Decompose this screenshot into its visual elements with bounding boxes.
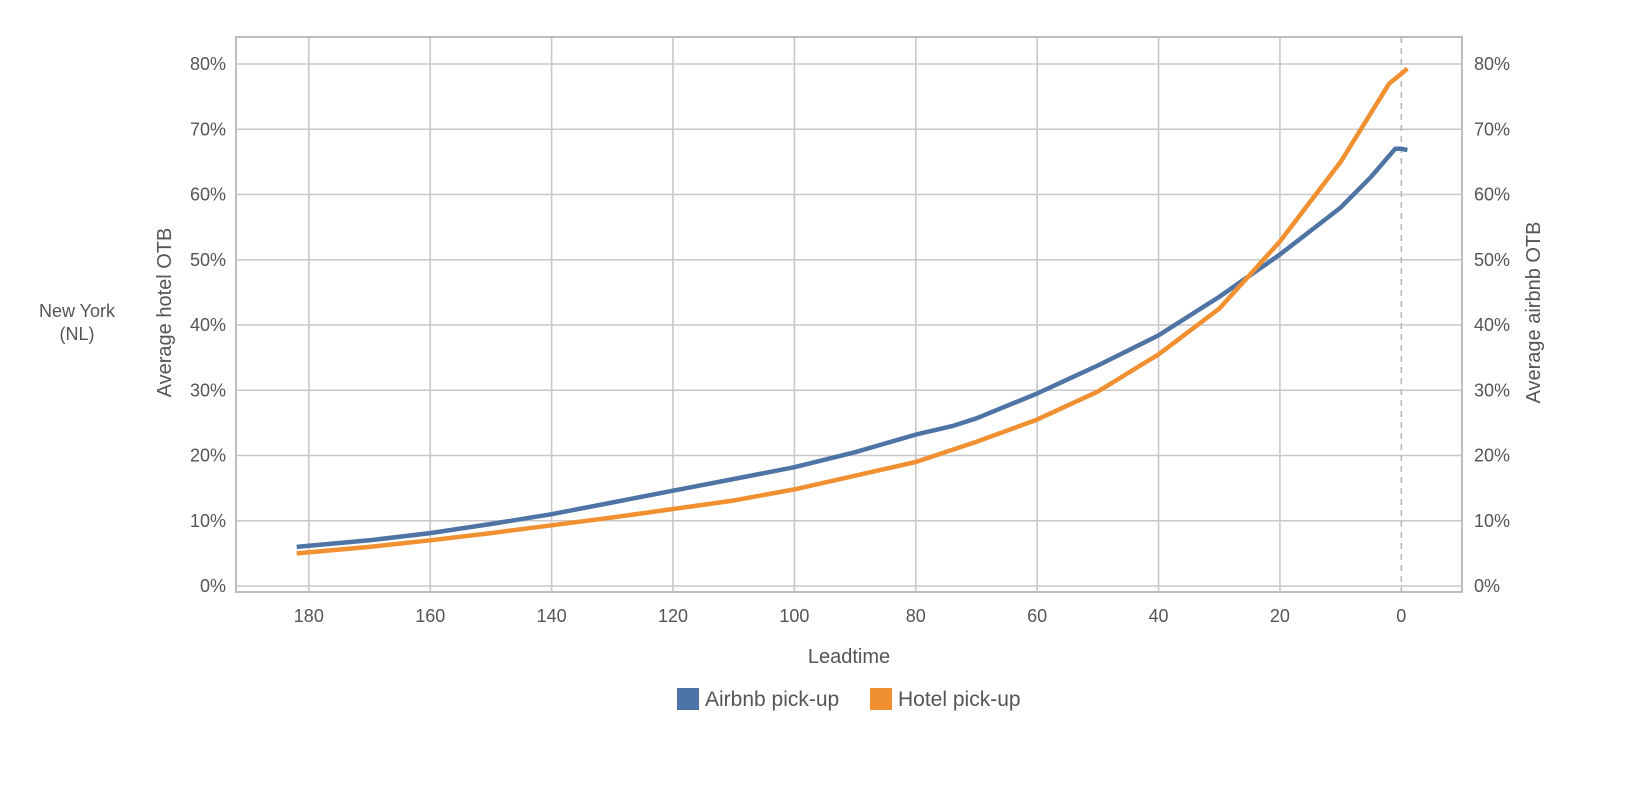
x-tick-label: 40 <box>1149 606 1169 626</box>
x-tick-label: 180 <box>294 606 324 626</box>
y-tick-label-left: 60% <box>190 185 226 205</box>
y-tick-label-right: 10% <box>1474 511 1510 531</box>
legend: Airbnb pick-up Hotel pick-up <box>677 688 1021 711</box>
region-label-line-1: New York <box>39 301 116 321</box>
y-tick-label-left: 50% <box>190 250 226 270</box>
x-tick-label: 20 <box>1270 606 1290 626</box>
x-tick-label: 100 <box>779 606 809 626</box>
y-tick-label-right: 20% <box>1474 446 1510 466</box>
legend-swatch-hotel <box>870 688 892 710</box>
x-tick-label: 140 <box>537 606 567 626</box>
y-tick-label-left: 40% <box>190 315 226 335</box>
x-tick-label: 60 <box>1027 606 1047 626</box>
legend-label-hotel: Hotel pick-up <box>898 688 1021 711</box>
x-tick-label: 0 <box>1396 606 1406 626</box>
y-axis-left-ticks: 0% 10% 20% 30% 40% 50% 60% 70% 80% <box>190 54 226 596</box>
y-tick-label-left: 30% <box>190 380 226 400</box>
x-tick-label: 80 <box>906 606 926 626</box>
y-axis-right-title: Average airbnb OTB <box>1523 222 1545 404</box>
x-axis-ticks: 180 160 140 120 100 80 60 40 20 0 <box>294 606 1407 626</box>
y-tick-label-left: 70% <box>190 119 226 139</box>
series-line-1 <box>296 66 1409 556</box>
series-line-0 <box>296 146 1408 550</box>
y-tick-label-left: 80% <box>190 54 226 74</box>
y-tick-label-right: 60% <box>1474 185 1510 205</box>
x-tick-label: 120 <box>658 606 688 626</box>
y-tick-label-right: 40% <box>1474 315 1510 335</box>
y-tick-label-right: 0% <box>1474 576 1500 596</box>
plot-area-border <box>235 36 1463 593</box>
series-lines <box>296 66 1409 556</box>
y-axis-right-ticks: 0% 10% 20% 30% 40% 50% 60% 70% 80% <box>1474 54 1510 596</box>
y-tick-label-left: 10% <box>190 511 226 531</box>
gridlines <box>236 37 1462 592</box>
x-axis-title: Leadtime <box>808 646 890 668</box>
y-tick-label-right: 80% <box>1474 54 1510 74</box>
legend-label-airbnb: Airbnb pick-up <box>705 688 839 711</box>
y-tick-label-right: 50% <box>1474 250 1510 270</box>
y-tick-label-left: 20% <box>190 446 226 466</box>
y-tick-label-left: 0% <box>200 576 226 596</box>
legend-swatch-airbnb <box>677 688 699 710</box>
x-tick-label: 160 <box>415 606 445 626</box>
y-tick-label-right: 30% <box>1474 380 1510 400</box>
region-label-line-2: (NL) <box>60 324 95 344</box>
y-tick-label-right: 70% <box>1474 119 1510 139</box>
y-axis-left-title: Average hotel OTB <box>154 228 176 398</box>
